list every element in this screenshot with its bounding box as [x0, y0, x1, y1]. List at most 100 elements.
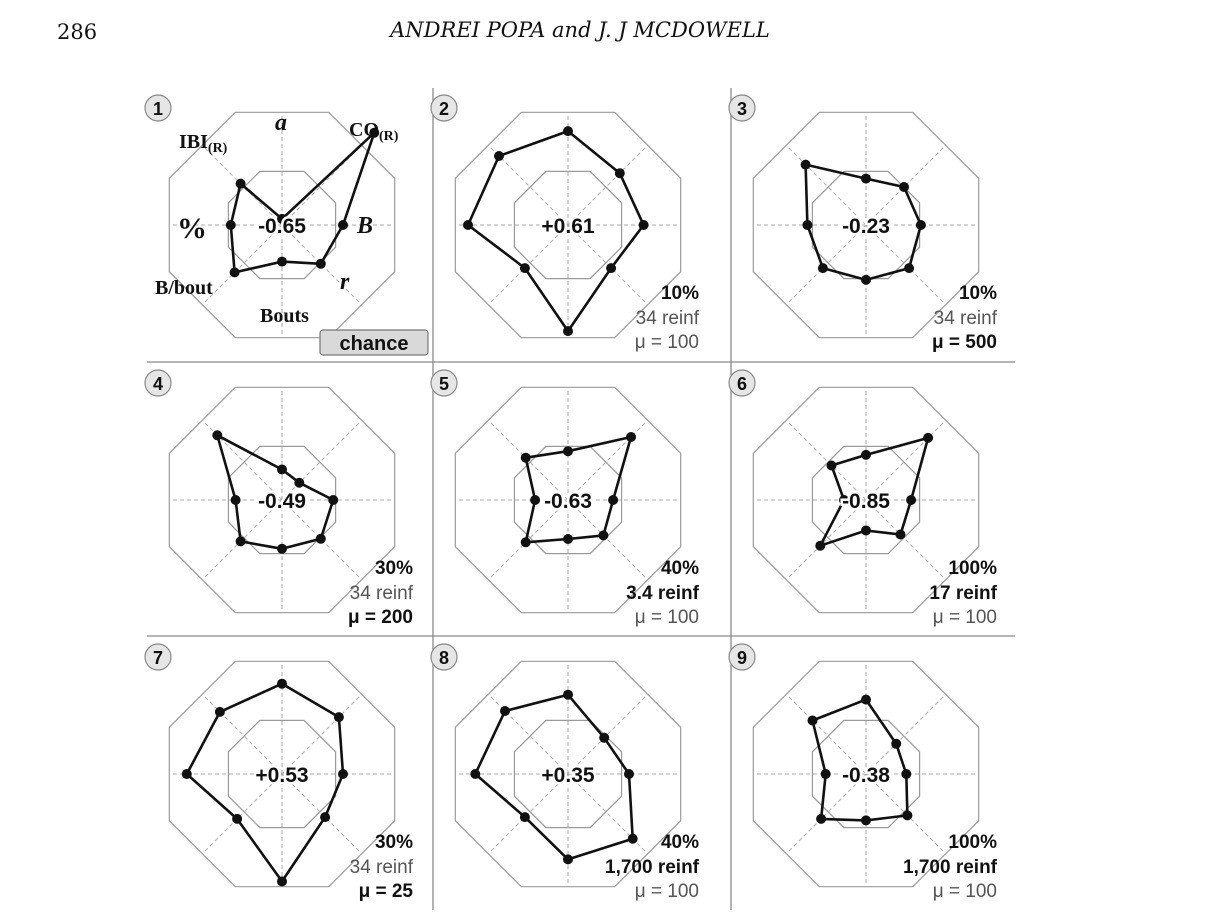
axis-spoke-6 — [201, 773, 283, 855]
data-point-b — [608, 495, 619, 505]
condition-percent: 40% — [661, 558, 699, 579]
data-point-ibir — [235, 178, 246, 189]
condition-reinf: 34 reinf — [350, 583, 414, 604]
condition-mu: μ = 100 — [635, 607, 699, 628]
panel-badge — [430, 369, 458, 397]
chance-box — [319, 329, 429, 356]
outer-ring — [168, 660, 396, 888]
data-point-ibir — [500, 706, 510, 716]
inner-ring — [227, 170, 337, 280]
data-point-cor — [923, 432, 934, 443]
outer-ring — [454, 111, 682, 339]
panel-dividers — [147, 88, 1015, 910]
condition-reinf: 3.4 reinf — [626, 583, 700, 604]
chance-label: chance — [340, 333, 409, 355]
page-header: 286 ANDREI POPA and J. J MCDOWELL — [0, 0, 1213, 60]
axis-spoke-8 — [785, 144, 867, 226]
data-point-b — [915, 220, 926, 230]
data-point-bouts — [861, 815, 871, 826]
data-point-bbout — [232, 813, 243, 824]
correlation-label: +0.61 — [541, 215, 594, 238]
data-point-ibir — [494, 151, 504, 161]
data-point-ibir — [520, 452, 531, 463]
data-point-r — [895, 529, 906, 540]
radar-panel-6: -0.85 6 100% 17 reinf μ = 100 — [728, 369, 998, 628]
data-point-r — [315, 258, 326, 269]
data-point-ibir — [826, 460, 837, 471]
axis-spoke-6 — [785, 773, 867, 855]
condition-mu: μ = 100 — [635, 332, 699, 353]
panel-number: 8 — [439, 648, 449, 668]
data-point-bouts — [277, 876, 287, 887]
outer-ring — [752, 660, 980, 888]
panel-badge — [430, 94, 458, 122]
data-point-a — [861, 173, 871, 184]
data-point-b — [624, 769, 634, 779]
data-point-cor — [294, 477, 305, 488]
data-point-r — [315, 533, 326, 544]
condition-reinf: 34 reinf — [350, 857, 414, 878]
data-point-percent — [470, 769, 481, 779]
data-point-a — [861, 694, 871, 705]
data-point-bouts — [861, 274, 871, 285]
condition-reinf: 34 reinf — [636, 308, 700, 329]
data-point-b — [338, 220, 348, 230]
data-point-a — [563, 126, 573, 137]
inner-ring — [227, 719, 337, 829]
data-point-bbout — [520, 537, 531, 548]
panel-number: 4 — [153, 374, 163, 394]
condition-reinf: 1,700 reinf — [605, 857, 700, 878]
outer-ring — [752, 386, 980, 614]
data-point-bbout — [229, 267, 240, 278]
radar-panel-9: -0.38 9 100% 1,700 reinf μ = 100 — [728, 643, 998, 902]
axis-label-co: CO(R) — [349, 119, 399, 144]
panel-number: 3 — [737, 99, 747, 119]
axis-spoke-8 — [201, 693, 283, 775]
data-point-bbout — [815, 540, 826, 551]
data-point-a — [861, 449, 871, 460]
running-head: ANDREI POPA and J. J MCDOWELL — [390, 18, 770, 42]
data-point-ibir — [212, 430, 223, 441]
condition-percent: 40% — [661, 832, 699, 853]
data-point-r — [627, 833, 638, 844]
data-point-a — [563, 689, 573, 700]
data-point-percent — [820, 769, 831, 779]
data-point-b — [328, 495, 339, 505]
condition-percent: 30% — [375, 558, 413, 579]
axis-label-a: a — [275, 110, 287, 136]
radar-panel-4: -0.49 4 30% 34 reinf μ = 200 — [144, 369, 414, 628]
axis-spoke-2 — [865, 693, 947, 775]
axis-label-co-subscript: (R) — [379, 129, 399, 144]
profile-line — [811, 698, 909, 822]
condition-mu: μ = 100 — [933, 607, 997, 628]
data-point-cor — [614, 168, 625, 179]
outer-ring — [752, 111, 980, 339]
panel-number: 1 — [153, 99, 163, 119]
panel-badge — [144, 94, 172, 122]
data-point-percent — [230, 495, 241, 505]
condition-mu: μ = 100 — [635, 881, 699, 902]
data-point-a — [277, 464, 287, 475]
radar-panels: -0.65 1 a CO(R) Br Bouts B/bout% IBI(R) chance +0… — [144, 94, 998, 902]
inner-ring — [811, 719, 921, 829]
data-point-bbout — [519, 263, 530, 274]
axis-spoke-2 — [567, 693, 649, 775]
radar-panel-3: -0.23 3 10% 34 reinf μ = 500 — [728, 94, 998, 353]
data-point-bouts — [563, 326, 573, 337]
radar-panel-2: +0.61 2 10% 34 reinf μ = 100 — [430, 94, 700, 353]
condition-mu: μ = 25 — [359, 881, 414, 902]
data-point-cor — [899, 182, 909, 192]
axis-spoke-6 — [201, 224, 283, 306]
data-point-ibir — [800, 159, 811, 170]
profile-line — [229, 131, 376, 274]
inner-ring — [811, 170, 921, 280]
data-point-a — [277, 213, 287, 224]
data-point-ibir — [807, 715, 818, 726]
data-point-bbout — [235, 536, 246, 547]
panel-number: 2 — [439, 99, 449, 119]
panel-badge — [430, 643, 458, 671]
correlation-label: -0.38 — [842, 764, 890, 787]
condition-mu: μ = 200 — [348, 607, 413, 628]
inner-ring — [513, 719, 623, 829]
data-point-bouts — [563, 534, 573, 544]
